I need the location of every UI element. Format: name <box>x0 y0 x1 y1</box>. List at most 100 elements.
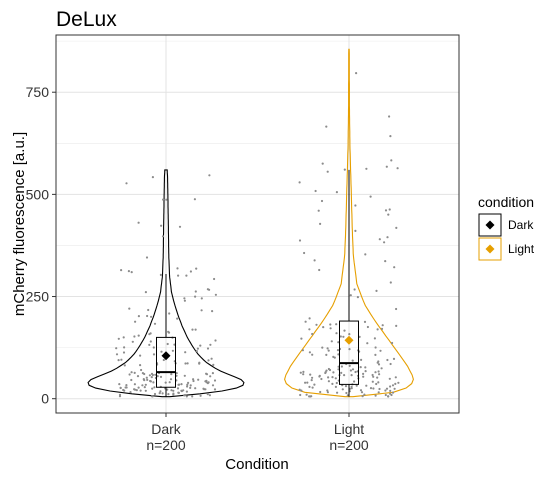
data-point <box>195 267 198 270</box>
data-point <box>171 349 174 352</box>
data-point <box>160 224 163 227</box>
data-point <box>317 209 320 212</box>
data-point <box>137 221 140 224</box>
data-point <box>143 386 146 389</box>
data-point <box>390 393 393 397</box>
data-point <box>205 373 209 376</box>
data-point <box>172 392 175 395</box>
data-point <box>189 270 192 273</box>
data-point <box>337 341 340 344</box>
data-point <box>330 340 333 343</box>
data-point <box>302 373 305 376</box>
data-point <box>374 371 377 374</box>
data-point <box>152 346 155 349</box>
data-point <box>145 376 148 379</box>
data-point <box>354 370 357 374</box>
data-point <box>389 392 392 395</box>
data-point <box>327 380 330 383</box>
data-point <box>353 380 356 383</box>
legend-label: Light <box>508 242 535 256</box>
data-point <box>314 189 317 193</box>
data-point <box>122 351 126 354</box>
data-point <box>177 391 180 394</box>
data-point <box>309 395 312 398</box>
data-point <box>127 270 130 273</box>
mean-marker <box>161 351 171 361</box>
data-point <box>389 281 392 284</box>
data-point <box>298 388 301 391</box>
data-point <box>332 371 335 374</box>
data-point <box>327 349 330 352</box>
data-point <box>346 394 349 397</box>
data-point <box>391 384 395 387</box>
data-point <box>162 198 165 201</box>
data-point <box>327 376 330 379</box>
legend-item-dark: Dark <box>478 213 534 237</box>
data-point <box>336 391 339 394</box>
box-iqr <box>339 320 359 385</box>
data-point <box>376 376 379 379</box>
data-point <box>129 391 132 394</box>
data-point <box>377 360 380 363</box>
data-point <box>378 238 381 241</box>
data-point <box>383 241 386 244</box>
data-point <box>359 366 362 369</box>
data-point <box>331 376 334 379</box>
data-point <box>185 395 188 398</box>
data-point <box>369 195 372 198</box>
data-point <box>334 385 337 388</box>
data-point <box>214 339 217 342</box>
data-point <box>213 388 217 391</box>
data-point <box>149 380 152 383</box>
data-point <box>115 353 119 356</box>
data-point <box>145 256 149 259</box>
data-point <box>199 344 202 347</box>
data-point <box>335 332 338 335</box>
data-point <box>364 366 367 369</box>
data-point <box>183 297 186 300</box>
data-point <box>392 357 396 360</box>
data-point <box>385 387 389 390</box>
data-point <box>178 225 182 228</box>
data-point <box>194 290 197 293</box>
data-point <box>206 347 210 350</box>
data-point <box>374 353 377 356</box>
data-point <box>326 391 329 394</box>
data-point <box>180 389 183 392</box>
data-point <box>378 373 381 376</box>
data-point <box>308 351 311 354</box>
data-point <box>183 374 186 377</box>
data-point <box>339 335 342 338</box>
data-point <box>158 392 161 395</box>
data-point <box>186 362 189 365</box>
data-point <box>313 383 316 386</box>
legend-item-light: Light <box>478 237 535 261</box>
data-point <box>159 390 162 393</box>
data-point <box>149 332 152 335</box>
data-point <box>130 271 133 274</box>
data-point <box>348 364 351 367</box>
data-point <box>311 353 314 356</box>
data-point <box>144 389 147 392</box>
data-point <box>165 198 168 201</box>
data-point <box>139 364 142 367</box>
data-point <box>359 389 363 392</box>
data-point <box>331 382 334 385</box>
data-point <box>335 381 338 385</box>
data-point <box>208 174 211 177</box>
data-point <box>123 364 126 367</box>
data-point <box>362 372 365 375</box>
data-point <box>391 341 394 345</box>
data-point <box>139 354 142 357</box>
data-point <box>388 377 391 380</box>
data-point <box>345 391 348 395</box>
data-point <box>170 389 173 392</box>
data-point <box>384 260 387 263</box>
data-point <box>310 379 313 382</box>
data-point <box>191 395 194 398</box>
data-point <box>148 343 151 346</box>
data-point <box>160 350 163 353</box>
data-point <box>159 375 163 378</box>
data-point <box>209 375 212 378</box>
